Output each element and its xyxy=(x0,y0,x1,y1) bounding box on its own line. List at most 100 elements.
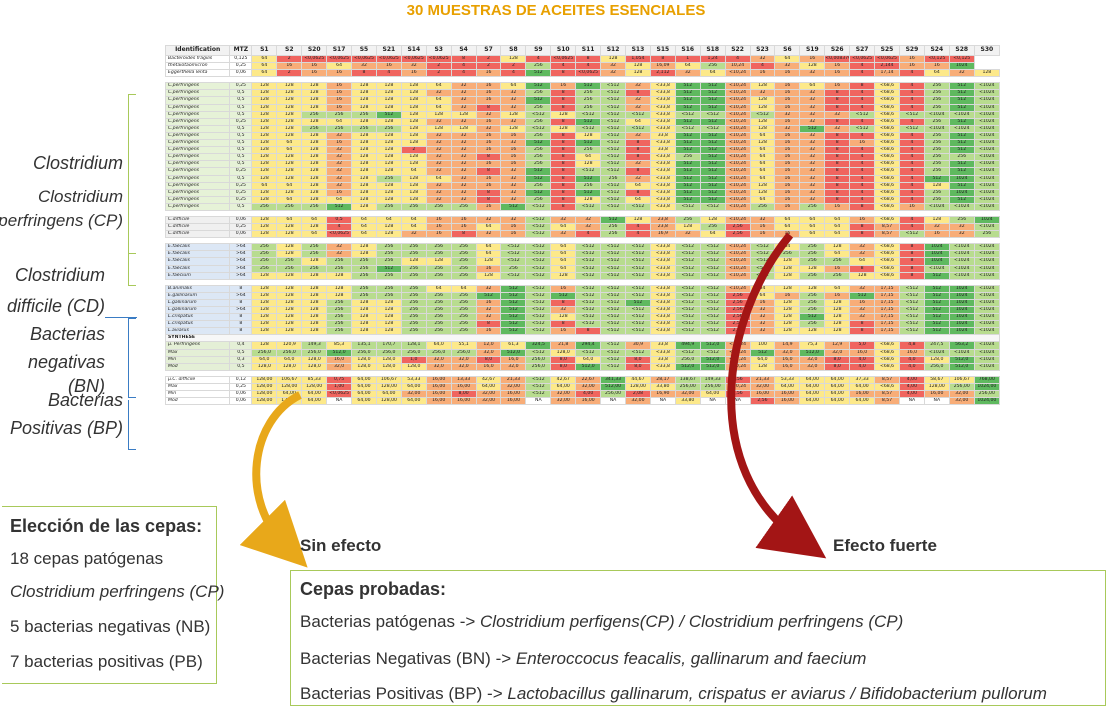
table-cell: 4 xyxy=(749,62,776,71)
table-cell: 128,0 xyxy=(923,355,950,364)
table-cell: 64 xyxy=(351,230,377,239)
table-cell: 8 xyxy=(550,131,577,141)
table-cell: 1024 xyxy=(948,284,975,293)
table-cell: 4 xyxy=(849,131,876,141)
table-cell: 128 xyxy=(251,284,278,293)
table-cell: 32,0 xyxy=(799,355,826,364)
table-cell: 32 xyxy=(625,174,651,183)
table-cell: 512 xyxy=(948,103,975,112)
table-cell: <33,8 xyxy=(649,284,676,293)
table-cell: 256 xyxy=(425,243,452,252)
table-cell: <512 xyxy=(600,298,626,308)
table-cell: 17,15 xyxy=(874,291,900,300)
table-cell: 32 xyxy=(575,215,602,225)
table-cell: 16 xyxy=(375,62,402,71)
table-cell: 16 xyxy=(450,223,477,232)
table-cell: 16 xyxy=(550,82,577,91)
table-cell: 16 xyxy=(774,96,801,105)
table-cell: 128 xyxy=(375,188,402,197)
table-cell: <1024 xyxy=(973,202,1000,211)
table-cell: 512 xyxy=(948,181,975,190)
table-cell: 16,00 xyxy=(849,390,876,399)
table-cell: 256 xyxy=(450,243,477,252)
table-cell: 61,3 xyxy=(500,341,527,350)
cepas-line-3: Bacterias Positivas (BP) -> Lactobacillu… xyxy=(300,684,1047,704)
table-cell: 106,67 xyxy=(375,375,402,384)
table-cell: 32 xyxy=(326,181,353,190)
table-cell: 128 xyxy=(276,243,303,252)
table-cell: 128,00 xyxy=(251,390,278,399)
table-row: E.faecium >64 128 128 128 128 256 256 256 256 256 1… xyxy=(165,271,1000,280)
table-cell: <512 xyxy=(600,167,626,176)
table-cell: 128 xyxy=(824,320,851,329)
table-cell: <512 xyxy=(600,89,626,98)
table-cell: 128 xyxy=(276,124,303,133)
table-cell: 128 xyxy=(450,110,477,119)
table-cell: <512 xyxy=(625,327,651,336)
table-cell: <0,0625 xyxy=(326,390,353,399)
table-cell: <512 xyxy=(849,110,876,119)
table-cell: 32 xyxy=(475,215,502,225)
table-cell: <68,6 xyxy=(874,362,900,371)
table-cell: <33,8 xyxy=(649,96,676,105)
table-cell: <512 xyxy=(525,375,552,384)
table-cell: <512 xyxy=(674,124,701,133)
brace-cd xyxy=(105,292,137,318)
table-cell: 512 xyxy=(674,82,701,91)
table-cell: 128,00 xyxy=(625,382,651,392)
table-cell: 4 xyxy=(849,160,876,169)
table-cell: 32 xyxy=(326,146,353,155)
table-cell: <10,24 xyxy=(724,202,751,211)
table-cell: <10,24 xyxy=(724,195,751,204)
table-cell: 128 xyxy=(625,215,651,225)
row-label: L.crispatus xyxy=(165,320,231,329)
table-cell: 32 xyxy=(500,103,527,112)
table-cell: 1024 xyxy=(923,250,950,259)
table-cell: 16,00 xyxy=(425,397,452,406)
table-cell: <512 xyxy=(674,313,701,322)
table-cell: 0,5 xyxy=(229,362,253,371)
table-cell: <68,6 xyxy=(874,139,900,148)
table-cell: 32 xyxy=(799,146,826,155)
table-cell: 256 xyxy=(799,257,826,266)
table-cell: 32 xyxy=(500,174,527,183)
table-cell: 8 xyxy=(550,202,577,211)
table-cell: 128 xyxy=(375,305,402,315)
table-row: μ. Perfringens 0,4 128 120,9 149,3 85,3 135,1 1… xyxy=(165,341,1000,350)
table-cell: 4 xyxy=(898,69,925,78)
table-cell: 512 xyxy=(699,139,726,148)
table-cell: 32 xyxy=(351,62,377,71)
table-cell: 128 xyxy=(375,103,402,112)
column-header: S5 xyxy=(351,45,377,56)
table-cell: 256 xyxy=(525,195,552,204)
table-cell: <512 xyxy=(898,291,925,300)
table-cell: 128,0 xyxy=(351,355,377,364)
table-cell: <1024 xyxy=(973,291,1000,300)
table-cell: 64 xyxy=(425,174,452,183)
table-cell: <512 xyxy=(699,348,726,357)
table-cell: <512 xyxy=(625,320,651,329)
table-cell: <512 xyxy=(525,298,552,308)
table-cell: 1,054 xyxy=(625,54,651,64)
row-label: L.aviarus xyxy=(165,327,231,336)
table-cell: 128 xyxy=(351,117,377,126)
table-cell: <33,8 xyxy=(649,271,676,280)
table-cell: <512 xyxy=(525,124,552,133)
table-cell: 32 xyxy=(326,250,353,259)
table-cell: 16 xyxy=(326,89,353,98)
table-cell: 64,00 xyxy=(824,390,851,399)
table-cell: <33,8 xyxy=(649,202,676,211)
table-cell: 16 xyxy=(774,202,801,211)
table-cell: 1024 xyxy=(948,174,975,183)
table-cell: 16,00 xyxy=(500,390,527,399)
table-cell: 128 xyxy=(375,89,402,98)
table-cell: 2 xyxy=(500,62,527,71)
table-cell: 128,0 xyxy=(251,362,278,371)
table-cell: <33,8 xyxy=(649,313,676,322)
table-cell: 2,56 xyxy=(724,320,751,329)
table-cell: 32 xyxy=(475,313,502,322)
table-cell: 128 xyxy=(276,82,303,91)
table-cell: 64,00 xyxy=(774,382,801,392)
table-cell: 149,3 xyxy=(301,341,328,350)
table-cell: 128 xyxy=(251,110,278,119)
